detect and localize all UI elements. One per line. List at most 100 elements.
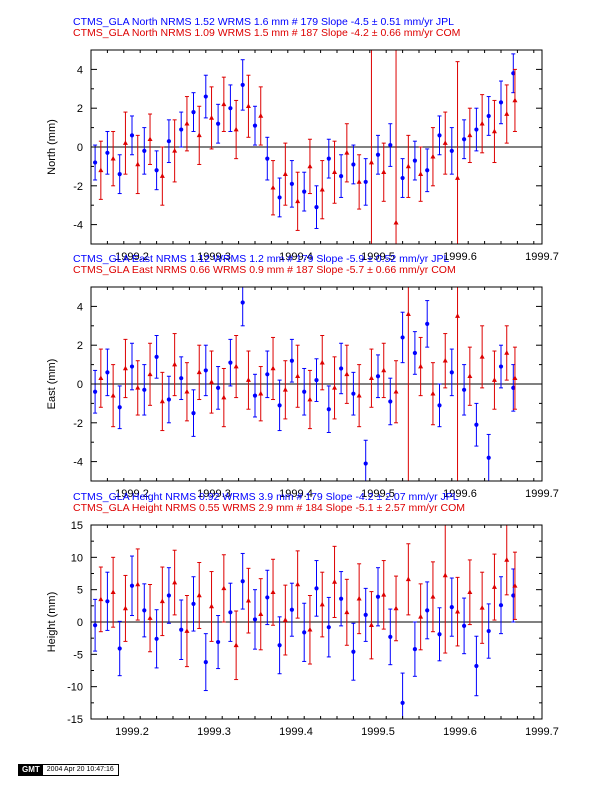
height-series-com — [98, 525, 518, 681]
north-panel: CTMS_GLA North NRMS 1.52 WRMS 1.6 mm # 1… — [46, 16, 559, 263]
height-jpl-point — [486, 628, 491, 634]
east-y-axis-label: East (mm) — [46, 359, 58, 410]
east-com-point — [418, 363, 424, 369]
north-jpl-point — [154, 168, 159, 173]
east-com-point — [393, 388, 399, 394]
north-com-point — [467, 132, 473, 138]
north-com-point — [393, 219, 399, 225]
east-jpl-point — [412, 350, 417, 356]
east-jpl-point — [265, 372, 270, 377]
height-jpl-point — [375, 594, 381, 599]
east-com-point — [504, 350, 510, 355]
east-com-point — [221, 394, 227, 400]
north-y-tick-label: -4 — [73, 220, 83, 232]
height-com-point — [209, 603, 215, 609]
height-y-tick-label: 0 — [77, 617, 83, 629]
north-jpl-point — [105, 150, 110, 155]
east-jpl-point — [511, 385, 516, 390]
east-y-tick-label: 0 — [77, 379, 83, 391]
north-jpl-point — [117, 172, 122, 177]
east-y-tick-label: 4 — [77, 301, 83, 313]
east-data — [93, 287, 518, 481]
north-com-point — [381, 169, 387, 175]
height-com-point — [368, 622, 374, 628]
north-series-com — [98, 50, 518, 244]
east-jpl-point — [302, 389, 307, 394]
east-jpl-point — [339, 366, 344, 371]
east-x-tick-label: 1999.3 — [197, 488, 231, 500]
east-jpl-point — [154, 354, 159, 359]
height-jpl-point — [314, 586, 319, 591]
east-jpl-point — [203, 368, 208, 373]
east-com-point — [209, 379, 215, 384]
north-com-point — [479, 120, 485, 126]
north-x-tick-label: 1999.6 — [443, 251, 477, 263]
height-jpl-point — [474, 663, 479, 669]
north-jpl-point — [302, 189, 307, 194]
east-x-tick-label: 1999.4 — [279, 488, 313, 500]
height-com-point — [147, 615, 153, 620]
north-jpl-point — [462, 137, 467, 142]
height-jpl-point — [265, 595, 270, 600]
north-com-point — [184, 120, 190, 126]
north-jpl-point — [93, 160, 98, 165]
north-jpl-point — [437, 133, 442, 138]
gmt-timestamp-stamp: GMT 2004 Apr 20 10:47:16 — [18, 764, 119, 776]
east-jpl-point — [129, 364, 135, 369]
height-jpl-point — [425, 608, 430, 613]
height-jpl-point — [191, 601, 196, 606]
north-y-axis-label: North (mm) — [46, 119, 58, 175]
north-com-point — [504, 111, 510, 116]
east-com-point — [430, 390, 436, 396]
north-x-tick-label: 1999.3 — [197, 251, 231, 263]
height-x-tick-label: 1999.5 — [361, 726, 395, 738]
north-com-point — [233, 126, 239, 132]
north-com-point — [512, 97, 518, 103]
north-data — [93, 50, 518, 244]
north-com-point — [307, 163, 313, 169]
north-header-jpl: CTMS_GLA North NRMS 1.52 WRMS 1.6 mm # 1… — [73, 16, 454, 28]
east-com-point — [196, 369, 202, 375]
east-jpl-point — [216, 385, 221, 390]
north-com-point — [245, 103, 251, 109]
north-x-tick-label: 1999.4 — [279, 251, 313, 263]
east-jpl-point — [400, 335, 405, 340]
east-header-jpl: CTMS_GLA East NRMS 1.12 WRMS 1.2 mm # 17… — [73, 253, 449, 265]
north-com-point — [135, 161, 141, 167]
height-com-point — [344, 609, 350, 615]
north-jpl-point — [191, 109, 196, 115]
north-com-point — [159, 173, 165, 178]
north-com-point — [98, 167, 104, 173]
height-panel: CTMS_GLA Height NRMS 0.92 WRMS 3.9 mm # … — [46, 491, 559, 738]
height-com-point — [233, 642, 239, 648]
north-com-point — [295, 198, 301, 204]
height-header-jpl: CTMS_GLA Height NRMS 0.92 WRMS 3.9 mm # … — [73, 491, 459, 503]
height-com-point — [512, 582, 518, 588]
height-x-tick-label: 1999.4 — [279, 726, 313, 738]
east-y-tick-label: -2 — [73, 418, 83, 430]
height-com-point — [270, 589, 276, 595]
north-com-point — [282, 171, 288, 176]
height-com-point — [110, 589, 116, 595]
north-jpl-point — [425, 168, 430, 173]
east-com-point — [122, 365, 128, 371]
east-com-point — [455, 313, 461, 318]
height-jpl-point — [203, 659, 208, 665]
north-com-point — [356, 179, 362, 184]
height-com-point — [381, 592, 387, 597]
height-jpl-point — [154, 636, 159, 641]
height-com-point — [479, 604, 485, 610]
north-com-point — [110, 155, 116, 161]
height-jpl-point — [277, 643, 282, 648]
height-com-point — [307, 626, 313, 632]
height-jpl-point — [302, 630, 307, 635]
east-com-point — [135, 385, 141, 390]
height-jpl-point — [129, 583, 135, 588]
height-jpl-point — [339, 596, 344, 601]
north-com-point — [147, 136, 153, 142]
east-jpl-point — [277, 403, 282, 408]
height-com-point — [122, 605, 128, 611]
height-jpl-point — [326, 625, 331, 630]
north-jpl-point — [326, 156, 331, 161]
